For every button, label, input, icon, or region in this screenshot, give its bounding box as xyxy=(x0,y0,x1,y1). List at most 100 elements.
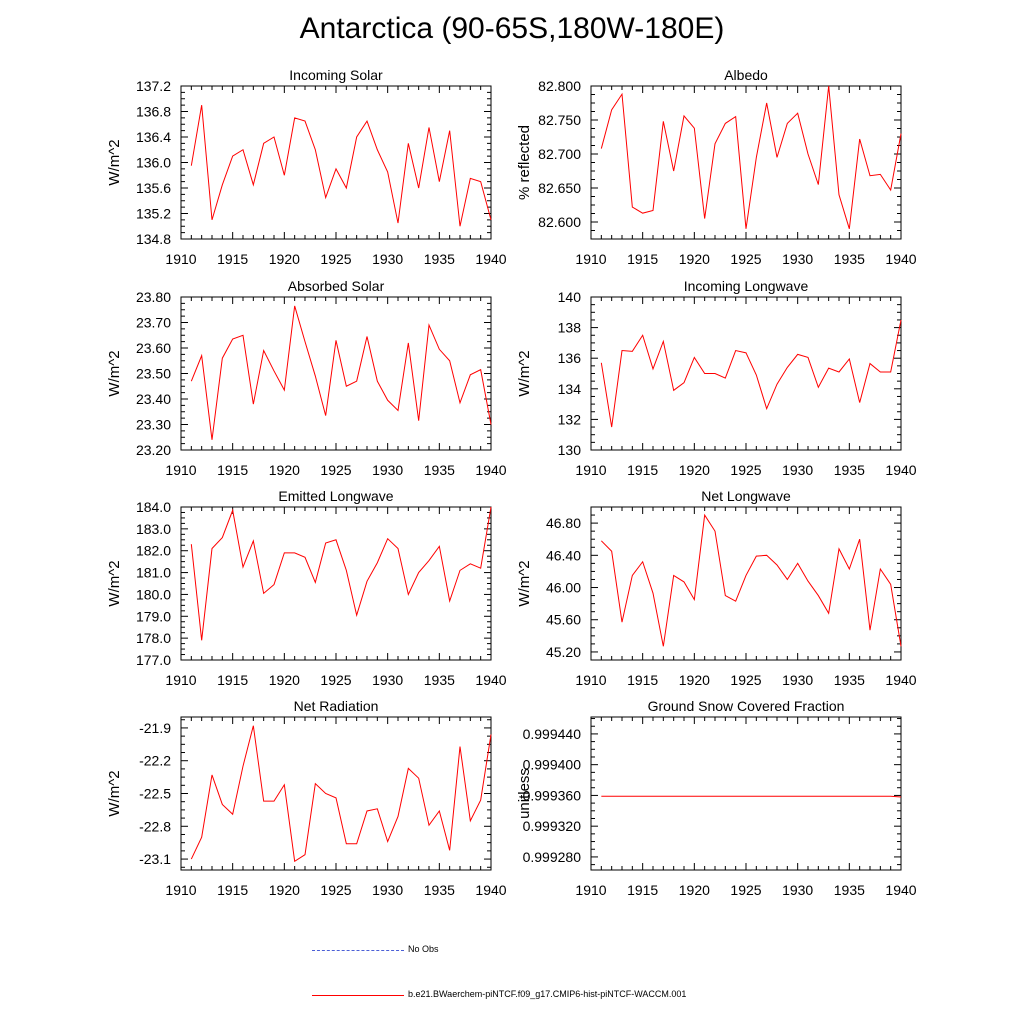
y-tick-label: 0.999280 xyxy=(523,849,582,865)
chart-panel-7: Net Radiation W/m^2 1910 1915 1920 1925 1930 19… xyxy=(106,698,507,898)
y-tick-label: 178.0 xyxy=(136,630,171,646)
x-tick-label: 1910 xyxy=(165,251,196,267)
y-tick-label: 23.20 xyxy=(136,442,171,458)
y-tick-label: -22.2 xyxy=(139,753,171,769)
x-tick-label: 1935 xyxy=(424,882,455,898)
y-tick-label: 183.0 xyxy=(136,521,171,537)
x-tick-label: 1940 xyxy=(885,672,916,688)
legend-obs-line xyxy=(312,950,404,951)
y-tick-label: -23.1 xyxy=(139,851,171,867)
y-tick-label: 0.999320 xyxy=(523,818,582,834)
y-tick-label: 82.700 xyxy=(538,146,581,162)
y-tick-label: 23.70 xyxy=(136,315,171,331)
y-tick-label: 45.60 xyxy=(546,612,581,628)
x-tick-label: 1930 xyxy=(782,672,813,688)
x-tick-label: 1935 xyxy=(424,251,455,267)
x-tick-label: 1915 xyxy=(627,251,658,267)
y-tick-label: 23.50 xyxy=(136,366,171,382)
x-tick-label: 1920 xyxy=(679,672,710,688)
series-line xyxy=(190,305,492,440)
y-tick-label: 23.80 xyxy=(136,289,171,305)
y-tick-label: 82.800 xyxy=(538,78,581,94)
x-tick-label: 1925 xyxy=(730,251,761,267)
x-tick-label: 1940 xyxy=(885,882,916,898)
x-tick-label: 1925 xyxy=(320,462,351,478)
y-tick-label: 0.999400 xyxy=(523,757,582,773)
y-axis-label: W/m^2 xyxy=(516,560,533,606)
x-tick-label: 1925 xyxy=(320,251,351,267)
x-tick-label: 1925 xyxy=(730,672,761,688)
y-tick-label: 134 xyxy=(558,381,582,397)
chart-title: Net Radiation xyxy=(294,698,379,714)
y-tick-label: 136.0 xyxy=(136,155,171,171)
series-line xyxy=(190,105,492,227)
x-tick-label: 1940 xyxy=(885,462,916,478)
x-tick-label: 1915 xyxy=(627,462,658,478)
x-tick-label: 1935 xyxy=(834,672,865,688)
legend-model-label: b.e21.BWaerchem-piNTCF.f09_g17.CMIP6-his… xyxy=(408,989,687,999)
legend-obs-label: No Obs xyxy=(408,944,439,954)
y-tick-label: 23.60 xyxy=(136,340,171,356)
y-tick-label: 23.40 xyxy=(136,391,171,407)
series-line xyxy=(190,506,492,641)
x-tick-label: 1935 xyxy=(834,462,865,478)
y-axis-label: W/m^2 xyxy=(106,770,123,816)
x-tick-label: 1940 xyxy=(475,672,506,688)
chart-title: Albedo xyxy=(724,67,768,83)
chart-title: Ground Snow Covered Fraction xyxy=(648,698,845,714)
plot-frame xyxy=(590,506,902,661)
x-tick-label: 1920 xyxy=(269,462,300,478)
plot-frame xyxy=(590,85,902,240)
series-line xyxy=(600,85,902,229)
x-tick-label: 1910 xyxy=(165,462,196,478)
y-tick-label: 136.8 xyxy=(136,104,171,120)
y-tick-label: 134.8 xyxy=(136,231,171,247)
y-tick-label: 137.2 xyxy=(136,78,171,94)
x-tick-label: 1930 xyxy=(782,462,813,478)
x-tick-label: 1910 xyxy=(575,462,606,478)
y-axis-label: % reflected xyxy=(516,125,533,200)
x-tick-label: 1915 xyxy=(217,251,248,267)
x-tick-label: 1940 xyxy=(475,462,506,478)
series-line xyxy=(600,319,902,428)
x-tick-label: 1940 xyxy=(475,882,506,898)
x-tick-label: 1915 xyxy=(627,882,658,898)
chart-panel-8: Ground Snow Covered Fraction unitless 1910… xyxy=(516,698,917,898)
chart-panel-2: Albedo % reflected 1910 1915 1920 1925 1930 193… xyxy=(516,67,917,267)
plot-frame xyxy=(180,716,492,871)
x-tick-label: 1930 xyxy=(372,882,403,898)
y-tick-label: 179.0 xyxy=(136,608,171,624)
chart-panel-1: Incoming Solar W/m^2 1910 1915 1920 1925 1930 1… xyxy=(106,67,507,267)
chart-panel-5: Emitted Longwave W/m^2 1910 1915 1920 1925 193… xyxy=(106,488,507,688)
y-tick-label: 182.0 xyxy=(136,543,171,559)
y-tick-label: 135.2 xyxy=(136,206,171,222)
y-axis-label: W/m^2 xyxy=(106,139,123,185)
x-tick-label: 1915 xyxy=(217,882,248,898)
page-title: Antarctica (90-65S,180W-180E) xyxy=(299,12,725,45)
y-tick-label: 180.0 xyxy=(136,586,171,602)
y-tick-label: 136.4 xyxy=(136,129,171,145)
chart-title: Incoming Longwave xyxy=(684,278,809,294)
x-tick-label: 1910 xyxy=(575,882,606,898)
x-tick-label: 1910 xyxy=(575,672,606,688)
plot-frame xyxy=(590,296,902,451)
y-tick-label: 82.600 xyxy=(538,214,581,230)
x-tick-label: 1920 xyxy=(269,882,300,898)
x-tick-label: 1940 xyxy=(475,251,506,267)
y-tick-label: 177.0 xyxy=(136,652,171,668)
x-tick-label: 1920 xyxy=(679,251,710,267)
x-tick-label: 1935 xyxy=(834,882,865,898)
y-tick-label: -22.8 xyxy=(139,818,171,834)
chart-panel-4: Incoming Longwave W/m^2 1910 1915 1920 1925 19… xyxy=(516,278,917,478)
x-tick-label: 1925 xyxy=(730,462,761,478)
x-tick-label: 1935 xyxy=(424,462,455,478)
x-tick-label: 1935 xyxy=(834,251,865,267)
y-tick-label: 132 xyxy=(558,411,582,427)
y-tick-label: 82.750 xyxy=(538,112,581,128)
x-tick-label: 1930 xyxy=(372,251,403,267)
chart-title: Emitted Longwave xyxy=(278,488,393,504)
x-tick-label: 1915 xyxy=(217,462,248,478)
y-tick-label: 181.0 xyxy=(136,565,171,581)
chart-panel-6: Net Longwave W/m^2 1910 1915 1920 1925 1930 193… xyxy=(516,488,917,688)
